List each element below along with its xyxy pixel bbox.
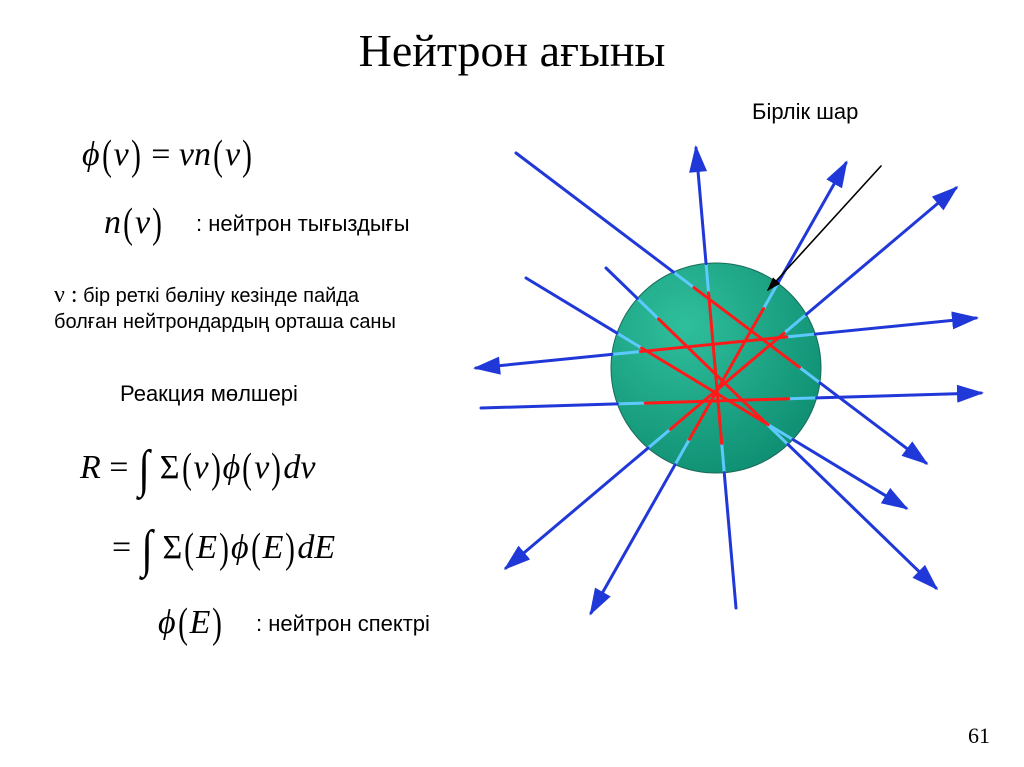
page-number: 61 — [968, 723, 990, 749]
eq-R-E: = ∫ Σ(E)ϕ(E)dE — [112, 512, 335, 571]
eq-R-v: R = ∫ Σ(v)ϕ(v)dv — [80, 432, 315, 491]
label-reaction-rate: Реакция мөлшері — [120, 380, 298, 408]
label-neutron-spectrum: : нейтрон спектрі — [256, 610, 430, 638]
neutron-flux-diagram — [436, 108, 996, 668]
eq-n-v: n(v) — [104, 196, 164, 244]
label-nu: ν : бір реткі бөліну кезінде пайда болға… — [54, 280, 414, 335]
eq-phi-v: ϕ(v) = vn(v) — [82, 128, 254, 176]
eq-phi-E: ϕ(E) — [158, 596, 224, 644]
label-neutron-density: : нейтрон тығыздығы — [196, 210, 410, 238]
slide-title: Нейтрон ағыны — [0, 24, 1024, 77]
